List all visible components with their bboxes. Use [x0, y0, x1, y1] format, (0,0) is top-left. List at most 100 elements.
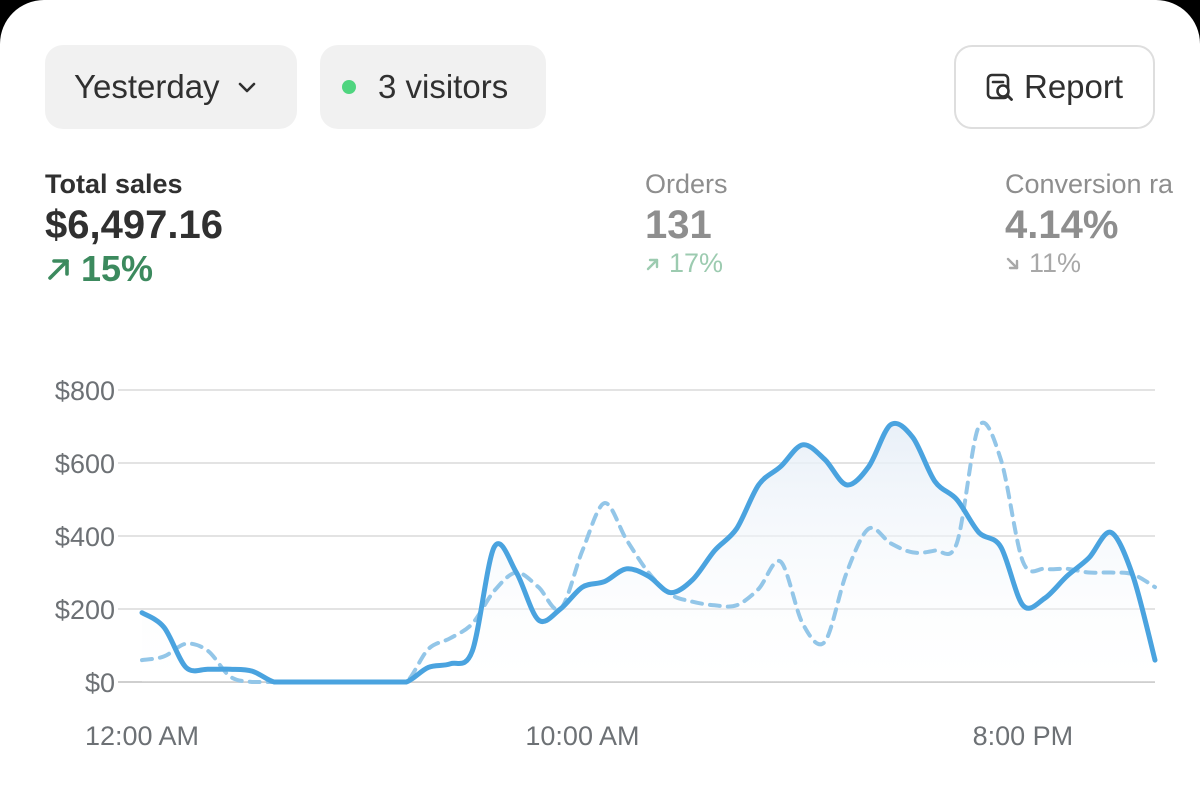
sales-data-point[interactable]: [864, 462, 874, 472]
sales-data-point[interactable]: [467, 646, 477, 656]
report-search-icon: [986, 73, 1013, 101]
comparison-data-point[interactable]: [798, 619, 808, 629]
sales-data-point[interactable]: [247, 666, 257, 676]
comparison-data-point[interactable]: [754, 584, 764, 594]
sales-data-point[interactable]: [335, 677, 345, 687]
sales-data-point[interactable]: [555, 604, 565, 614]
sales-data-point[interactable]: [181, 662, 191, 672]
sales-data-point[interactable]: [732, 524, 742, 534]
metric-change: 17%: [645, 248, 728, 279]
sales-data-point[interactable]: [996, 542, 1006, 552]
sales-data-point[interactable]: [203, 664, 213, 674]
sales-data-point[interactable]: [666, 588, 676, 598]
comparison-data-point[interactable]: [732, 600, 742, 610]
sales-data-point[interactable]: [577, 582, 587, 592]
sales-line-chart[interactable]: $800 $600 $400 $200 $0 12:00 AM 10:00 AM 8:00 P…: [0, 360, 1200, 770]
comparison-data-point[interactable]: [600, 498, 610, 508]
series-area-fill: [142, 423, 1155, 682]
comparison-data-point[interactable]: [1018, 557, 1028, 567]
comparison-data-point[interactable]: [423, 644, 433, 654]
metric-value: $6,497.16: [45, 203, 223, 247]
live-visitors-button[interactable]: 3 visitors: [320, 45, 546, 129]
y-tick-label: $800: [55, 376, 115, 406]
sales-data-point[interactable]: [533, 615, 543, 625]
sales-data-point[interactable]: [1084, 553, 1094, 563]
sales-data-point[interactable]: [754, 480, 764, 490]
comparison-data-point[interactable]: [1150, 582, 1160, 592]
comparison-data-point[interactable]: [137, 655, 147, 665]
orders-metric[interactable]: Orders 131 17%: [645, 168, 728, 279]
comparison-data-point[interactable]: [864, 524, 874, 534]
sales-data-point[interactable]: [688, 575, 698, 585]
sales-data-point[interactable]: [313, 677, 323, 687]
sales-series-line[interactable]: [139, 420, 1158, 685]
sales-data-point[interactable]: [1128, 571, 1138, 581]
sales-data-point[interactable]: [820, 454, 830, 464]
sales-data-point[interactable]: [1106, 527, 1116, 537]
comparison-data-point[interactable]: [908, 547, 918, 557]
metric-label: Total sales: [45, 169, 183, 199]
sales-data-point[interactable]: [269, 677, 279, 687]
sales-data-point[interactable]: [511, 568, 521, 578]
sales-data-point[interactable]: [600, 577, 610, 587]
comparison-data-point[interactable]: [930, 546, 940, 556]
comparison-data-point[interactable]: [247, 677, 257, 687]
sales-data-point[interactable]: [908, 432, 918, 442]
sales-data-point[interactable]: [401, 677, 411, 687]
comparison-data-point[interactable]: [820, 637, 830, 647]
total-sales-metric[interactable]: Total sales $6,497.16 15%: [45, 168, 223, 290]
comparison-data-point[interactable]: [952, 538, 962, 548]
comparison-data-point[interactable]: [181, 639, 191, 649]
sales-data-point[interactable]: [379, 677, 389, 687]
sales-data-point[interactable]: [137, 608, 147, 618]
sales-data-point[interactable]: [798, 440, 808, 450]
comparison-data-point[interactable]: [974, 422, 984, 432]
comparison-data-point[interactable]: [710, 600, 720, 610]
comparison-data-point[interactable]: [445, 633, 455, 643]
sales-data-point[interactable]: [225, 664, 235, 674]
comparison-data-point[interactable]: [776, 557, 786, 567]
comparison-data-point[interactable]: [842, 568, 852, 578]
conversion-rate-metric[interactable]: Conversion ra 4.14% 11%: [1005, 168, 1173, 279]
sales-data-point[interactable]: [1018, 600, 1028, 610]
sales-data-point[interactable]: [644, 571, 654, 581]
comparison-data-point[interactable]: [996, 454, 1006, 464]
report-button[interactable]: Report: [954, 45, 1155, 129]
y-tick-label: $400: [55, 522, 115, 552]
date-range-selector[interactable]: Yesterday: [45, 45, 297, 129]
comparison-data-point[interactable]: [1040, 564, 1050, 574]
sales-data-point[interactable]: [886, 420, 896, 430]
sales-data-point[interactable]: [159, 622, 169, 632]
sales-data-point[interactable]: [622, 564, 632, 574]
sales-data-point[interactable]: [1062, 571, 1072, 581]
comparison-data-point[interactable]: [688, 597, 698, 607]
comparison-data-point[interactable]: [489, 586, 499, 596]
comparison-data-point[interactable]: [1106, 568, 1116, 578]
comparison-data-point[interactable]: [577, 546, 587, 556]
metric-change-value: 11%: [1029, 248, 1082, 278]
sales-data-point[interactable]: [489, 542, 499, 552]
live-status-dot: [342, 80, 356, 94]
sales-data-point[interactable]: [291, 677, 301, 687]
arrow-down-right-icon: [1006, 257, 1019, 269]
comparison-data-point[interactable]: [1084, 568, 1094, 578]
sales-data-point[interactable]: [842, 480, 852, 490]
comparison-data-point[interactable]: [533, 582, 543, 592]
sales-data-point[interactable]: [357, 677, 367, 687]
sales-data-point[interactable]: [930, 476, 940, 486]
comparison-data-point[interactable]: [886, 538, 896, 548]
visitors-label: 3 visitors: [378, 68, 509, 105]
comparison-data-point[interactable]: [159, 651, 169, 661]
sales-data-point[interactable]: [445, 659, 455, 669]
sales-data-point[interactable]: [1040, 593, 1050, 603]
metric-value: 4.14%: [1005, 203, 1119, 247]
sales-data-point[interactable]: [952, 495, 962, 505]
sales-data-point[interactable]: [974, 527, 984, 537]
sales-data-point[interactable]: [1150, 655, 1160, 665]
comparison-data-point[interactable]: [203, 646, 213, 656]
sales-data-point[interactable]: [776, 462, 786, 472]
sales-data-point[interactable]: [423, 662, 433, 672]
comparison-data-point[interactable]: [622, 535, 632, 545]
sales-data-point[interactable]: [710, 546, 720, 556]
